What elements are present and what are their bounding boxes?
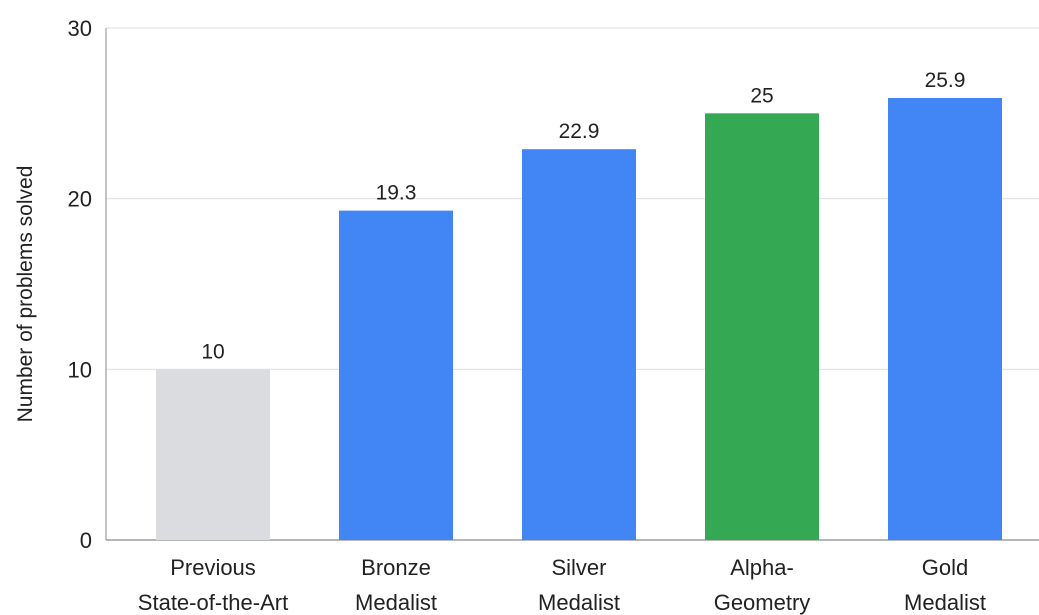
- category-label-1-line-2: State-of-the-Art: [138, 590, 288, 615]
- value-label-4: 25: [750, 84, 773, 107]
- y-tick-label-30: 30: [68, 16, 92, 41]
- category-label-3-line-2: Medalist: [538, 590, 620, 615]
- category-label-2-line-2: Medalist: [355, 590, 437, 615]
- y-tick-label-20: 20: [68, 187, 92, 212]
- bar-1: [156, 369, 270, 540]
- category-label-3-line-1: Silver: [551, 555, 606, 580]
- bar-4: [705, 113, 819, 540]
- category-labels: Previous State-of-the-Art Bronze Medalist Si…: [138, 555, 986, 615]
- value-labels: 10 19.3 22.9 25 25.9: [201, 69, 965, 363]
- bar-5: [888, 97, 1002, 541]
- y-tick-label-0: 0: [80, 528, 92, 553]
- category-label-5-line-2: Medalist: [904, 590, 986, 615]
- category-label-5-line-1: Gold: [922, 555, 968, 580]
- y-tick-labels: 0 10 20 30: [68, 16, 92, 553]
- y-tick-label-10: 10: [68, 357, 92, 382]
- bar-2: [339, 210, 453, 540]
- value-label-1: 10: [201, 340, 224, 363]
- y-axis-label: Number of problems solved: [14, 166, 37, 423]
- category-label-1-line-1: Previous: [170, 555, 256, 580]
- bars: [156, 97, 1002, 541]
- category-label-4-line-1: Alpha-: [730, 555, 794, 580]
- value-label-5: 25.9: [925, 69, 966, 92]
- value-label-2: 19.3: [376, 182, 417, 205]
- bar-3: [522, 149, 636, 540]
- category-label-4-line-2: Geometry: [714, 590, 811, 615]
- value-label-3: 22.9: [559, 120, 600, 143]
- category-label-2-line-1: Bronze: [361, 555, 431, 580]
